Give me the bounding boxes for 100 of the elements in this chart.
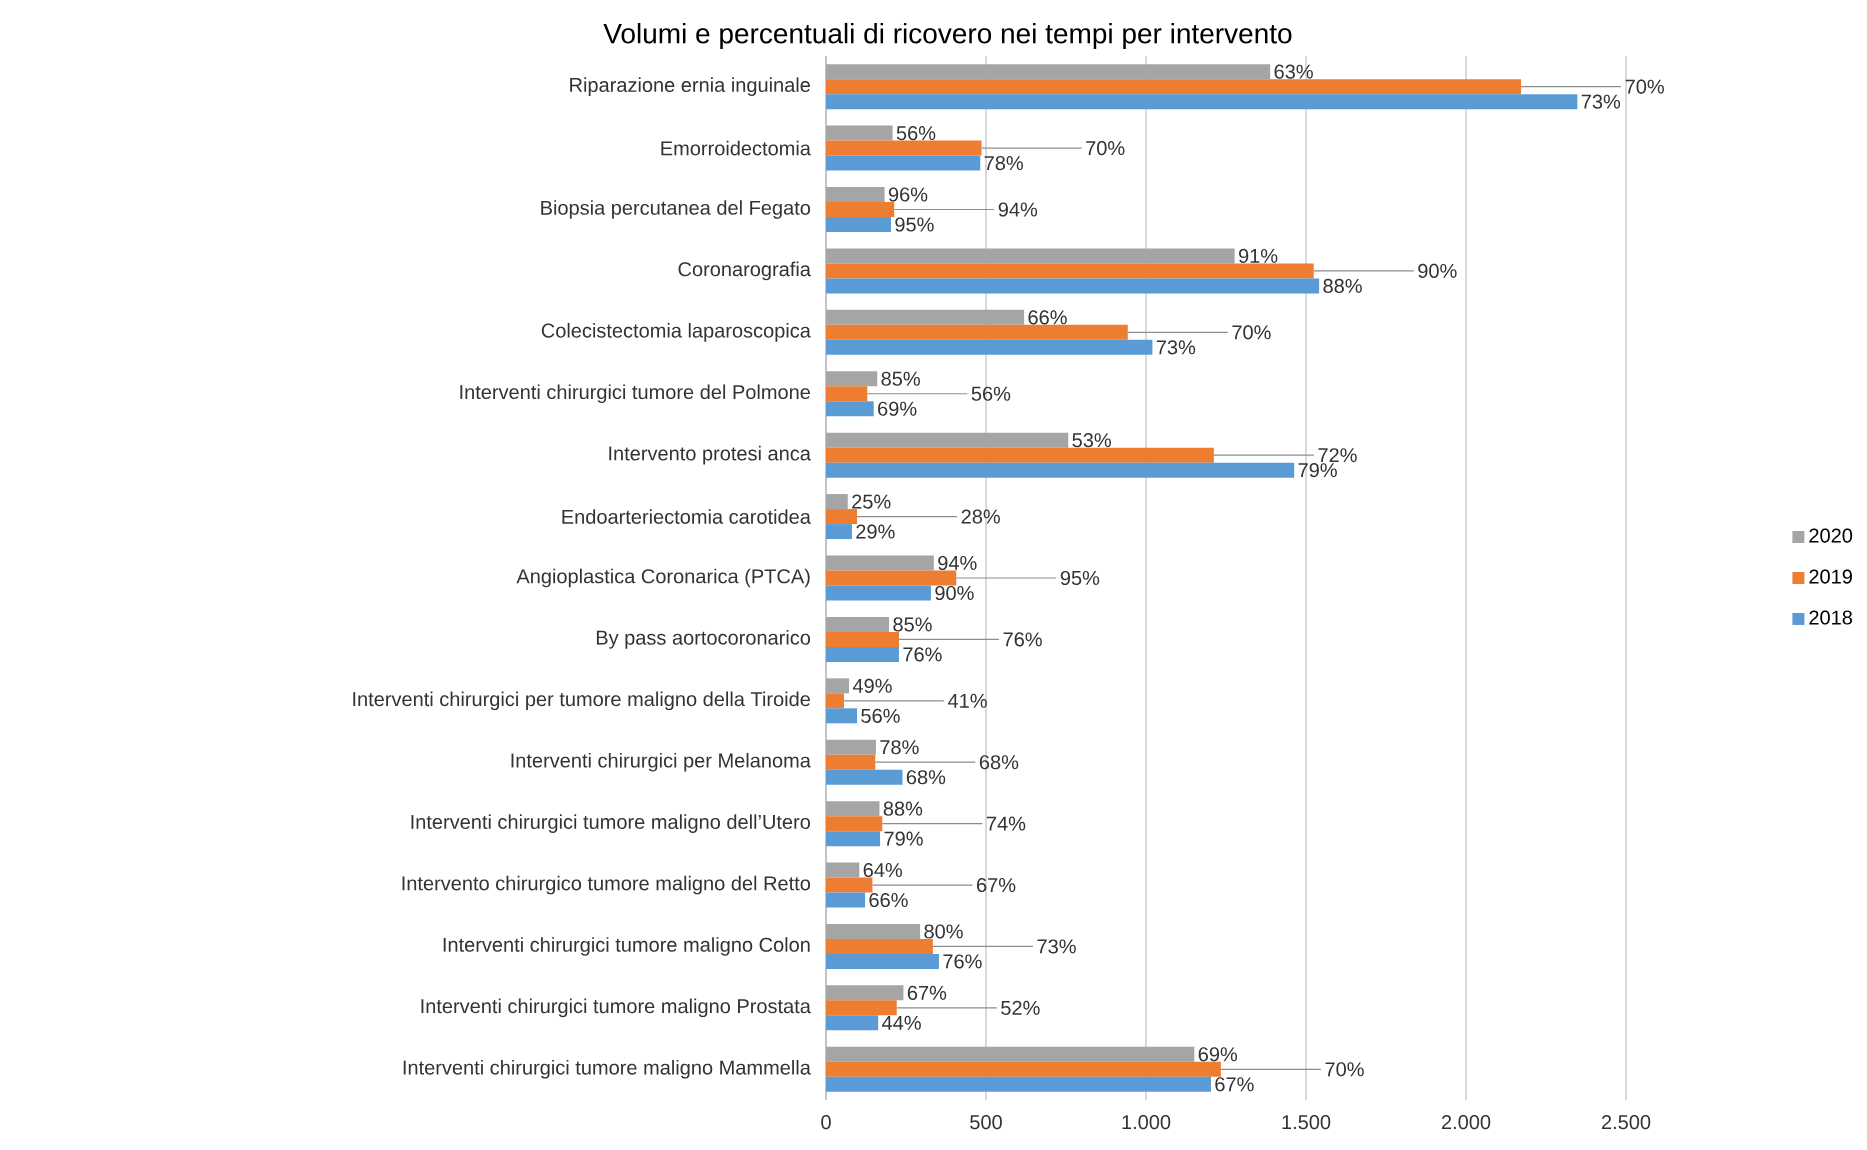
y-tick-label: Interventi chirurgici tumore maligno dell’Utero (411, 814, 811, 833)
bar (826, 309, 1025, 325)
bar (826, 739, 876, 755)
annotation: 66% (869, 892, 908, 908)
annotation: 70% (1086, 141, 1125, 156)
y-tick-label: Colecistectomia laparoscopica (541, 323, 811, 342)
annotation: 88% (1323, 278, 1362, 293)
bar (826, 371, 878, 387)
annotation: 74% (986, 816, 1026, 831)
annotation: 69% (1198, 1047, 1238, 1062)
annotation: 69% (878, 401, 917, 416)
bar (826, 1000, 897, 1016)
annotation: 90% (1418, 263, 1457, 278)
annotation: 78% (880, 740, 919, 755)
annotation: 96% (888, 187, 928, 202)
annotation: 73% (1156, 340, 1196, 355)
y-tick-label: Interventi chirurgici per Melanoma (511, 752, 811, 772)
y-tick-label: By pass aortocoronarico (596, 630, 811, 649)
annotation: 73% (1581, 94, 1621, 109)
bar (826, 708, 858, 724)
annotation: 67% (1215, 1077, 1254, 1092)
bar (826, 831, 881, 847)
bar (826, 754, 876, 770)
bar (826, 278, 1320, 294)
y-tick-label: Intervento chirurgico tumore maligno del Retto (402, 875, 811, 895)
bar (826, 202, 895, 218)
bar (826, 125, 893, 141)
bar (826, 94, 1578, 110)
bar (826, 462, 1295, 478)
annotation: 72% (1318, 448, 1357, 463)
y-tick-label: Interventi chirurgici tumore maligno Colon (443, 937, 810, 956)
annotation: 90% (935, 585, 974, 601)
bar (826, 155, 981, 171)
annotation: 49% (852, 678, 892, 693)
y-tick-label: Coronarografia (678, 261, 811, 281)
legend-label: 2020 (1809, 528, 1853, 543)
annotation: 70% (1232, 325, 1271, 340)
bar (826, 631, 899, 647)
annotation: 70% (1625, 79, 1664, 94)
x-tick-label: 1.500 (1282, 1115, 1331, 1130)
annotation: 76% (1003, 632, 1042, 647)
bar (826, 862, 860, 878)
y-tick-label: Interventi chirurgici tumore del Polmone (460, 384, 810, 404)
bar (826, 985, 904, 1001)
annotation: 85% (893, 617, 932, 632)
annotation: 56% (861, 708, 900, 723)
annotation: 76% (943, 954, 982, 969)
annotation: 56% (896, 126, 936, 141)
bar (826, 678, 850, 694)
bar (826, 401, 874, 417)
annotation: 94% (998, 202, 1038, 217)
annotation: 78% (984, 156, 1023, 171)
x-tick-label: 500 (970, 1115, 1002, 1130)
x-tick-label: 2.500 (1601, 1115, 1651, 1130)
annotation: 44% (882, 1015, 921, 1030)
y-tick-label: Emorroidectomia (661, 140, 811, 156)
y-tick-label: Intervento protesi anca (609, 445, 811, 465)
bar (826, 447, 1214, 463)
annotation: 68% (979, 755, 1019, 770)
bar (826, 616, 890, 632)
annotation: 52% (1001, 1000, 1040, 1015)
bar (826, 324, 1128, 340)
y-tick-label: Endoarteriectomia carotidea (562, 509, 811, 524)
bar (826, 79, 1522, 95)
annotation: 67% (907, 985, 947, 1000)
annotation: 41% (948, 693, 987, 708)
bar (826, 524, 852, 540)
annotation: 63% (1274, 64, 1313, 79)
annotation: 29% (856, 524, 895, 539)
x-tick-label: 1.000 (1122, 1115, 1171, 1130)
bar (826, 187, 885, 203)
annotation: 76% (903, 647, 942, 662)
bar (826, 432, 1069, 448)
bar (826, 248, 1235, 264)
y-tick-label: Interventi chirurgici tumore maligno Prostata (421, 998, 811, 1018)
annotation: 73% (1037, 939, 1076, 954)
bar (826, 646, 899, 662)
bar (826, 570, 957, 586)
bar (826, 263, 1314, 279)
annotation: 88% (883, 801, 923, 816)
annotation: 80% (924, 924, 963, 939)
y-tick-label: Biopsia percutanea del Fegato (541, 200, 811, 219)
annotation: 95% (895, 217, 934, 232)
annotation: 94% (938, 555, 977, 571)
bar (826, 801, 880, 817)
bar (826, 555, 934, 571)
y-tick-label: Angioplastica Coronarica (PTCA) (516, 568, 810, 588)
bar (826, 1015, 879, 1031)
annotation: 28% (961, 509, 1000, 524)
bar (826, 217, 891, 233)
legend-label: 2018 (1809, 610, 1853, 625)
bar (826, 923, 921, 939)
annotation: 66% (1028, 310, 1067, 325)
x-tick-label: 2.000 (1441, 1115, 1491, 1130)
annotation: 64% (863, 862, 903, 878)
y-tick-label: Interventi chirurgici tumore maligno Mammella (403, 1059, 811, 1079)
bar (826, 816, 883, 832)
annotation: 85% (881, 371, 920, 386)
annotation: 67% (977, 877, 1016, 893)
bar (826, 585, 931, 601)
